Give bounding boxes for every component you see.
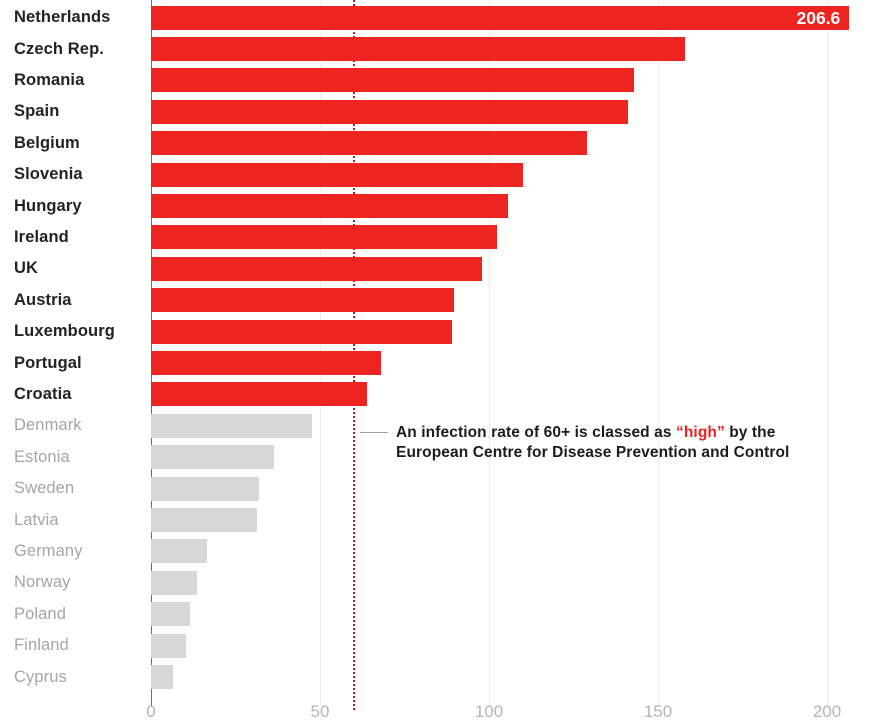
row-estonia: Estonia	[0, 442, 870, 473]
country-label-portugal: Portugal	[14, 353, 82, 372]
row-spain: Spain	[0, 96, 870, 127]
bar-ireland	[151, 225, 498, 250]
country-label-ireland: Ireland	[14, 227, 69, 246]
threshold-annotation: An infection rate of 60+ is classed as “…	[360, 423, 789, 463]
country-label-denmark: Denmark	[14, 416, 82, 435]
bar-belgium	[151, 131, 588, 156]
bar-germany	[151, 539, 207, 564]
country-label-luxembourg: Luxembourg	[14, 322, 115, 341]
country-label-czech-rep: Czech Rep.	[14, 39, 104, 58]
annotation-highlight: “high”	[676, 424, 725, 441]
row-denmark: Denmark	[0, 410, 870, 441]
bar-netherlands: 206.6	[151, 5, 850, 30]
bar-norway	[151, 570, 197, 595]
row-norway: Norway	[0, 567, 870, 598]
row-austria: Austria	[0, 285, 870, 316]
gridline-100	[489, 0, 490, 706]
country-label-hungary: Hungary	[14, 196, 82, 215]
country-label-austria: Austria	[14, 290, 72, 309]
annotation-text: An infection rate of 60+ is classed as “…	[396, 423, 789, 463]
row-uk: UK	[0, 253, 870, 284]
x-tick-label-50: 50	[310, 702, 330, 721]
bar-luxembourg	[151, 319, 452, 344]
row-belgium: Belgium	[0, 128, 870, 159]
bar-spain	[151, 99, 628, 124]
country-label-uk: UK	[14, 259, 39, 278]
row-finland: Finland	[0, 630, 870, 661]
country-label-slovenia: Slovenia	[14, 165, 83, 184]
country-label-cyprus: Cyprus	[14, 667, 67, 686]
bar-czech-rep	[151, 37, 686, 62]
gridline-200	[827, 0, 828, 706]
bar-austria	[151, 288, 454, 313]
row-poland: Poland	[0, 599, 870, 630]
country-label-spain: Spain	[14, 102, 60, 121]
bar-hungary	[151, 194, 508, 219]
bar-latvia	[151, 508, 258, 533]
row-portugal: Portugal	[0, 347, 870, 378]
bar-slovenia	[151, 162, 523, 187]
country-label-sweden: Sweden	[14, 479, 75, 498]
row-germany: Germany	[0, 536, 870, 567]
row-slovenia: Slovenia	[0, 159, 870, 190]
country-label-romania: Romania	[14, 70, 85, 89]
country-label-croatia: Croatia	[14, 384, 72, 403]
annotation-text-part1: An infection rate of 60+ is classed as	[396, 424, 676, 441]
x-tick-label-200: 200	[812, 702, 842, 721]
annotation-text-line2: European Centre for Disease Prevention a…	[396, 444, 790, 461]
bar-estonia	[151, 445, 275, 470]
x-tick-label-150: 150	[643, 702, 673, 721]
annotation-leader-line-icon	[360, 432, 388, 433]
row-croatia: Croatia	[0, 379, 870, 410]
bar-romania	[151, 68, 635, 93]
bar-croatia	[151, 382, 368, 407]
row-hungary: Hungary	[0, 190, 870, 221]
annotation-text-part2: by the	[724, 424, 776, 441]
x-tick-label-100: 100	[474, 702, 504, 721]
gridline-150	[658, 0, 659, 706]
row-sweden: Sweden	[0, 473, 870, 504]
country-label-estonia: Estonia	[14, 447, 70, 466]
country-label-belgium: Belgium	[14, 133, 80, 152]
bar-denmark	[151, 413, 312, 438]
bar-sweden	[151, 476, 260, 501]
country-label-netherlands: Netherlands	[14, 8, 111, 27]
bar-uk	[151, 256, 483, 281]
bar-poland	[151, 602, 190, 627]
bar-cyprus	[151, 665, 173, 690]
row-romania: Romania	[0, 65, 870, 96]
row-luxembourg: Luxembourg	[0, 316, 870, 347]
row-ireland: Ireland	[0, 222, 870, 253]
x-tick-label-0: 0	[146, 702, 156, 721]
bar-portugal	[151, 351, 381, 376]
row-cyprus: Cyprus	[0, 661, 870, 692]
country-label-norway: Norway	[14, 573, 71, 592]
row-latvia: Latvia	[0, 504, 870, 535]
bar-value-label-netherlands: 206.6	[796, 7, 841, 28]
bar-finland	[151, 633, 187, 658]
row-netherlands: Netherlands 206.6	[0, 2, 870, 33]
country-label-germany: Germany	[14, 541, 83, 560]
country-label-poland: Poland	[14, 604, 66, 623]
row-czech-rep: Czech Rep.	[0, 33, 870, 64]
country-label-finland: Finland	[14, 636, 69, 655]
country-label-latvia: Latvia	[14, 510, 59, 529]
